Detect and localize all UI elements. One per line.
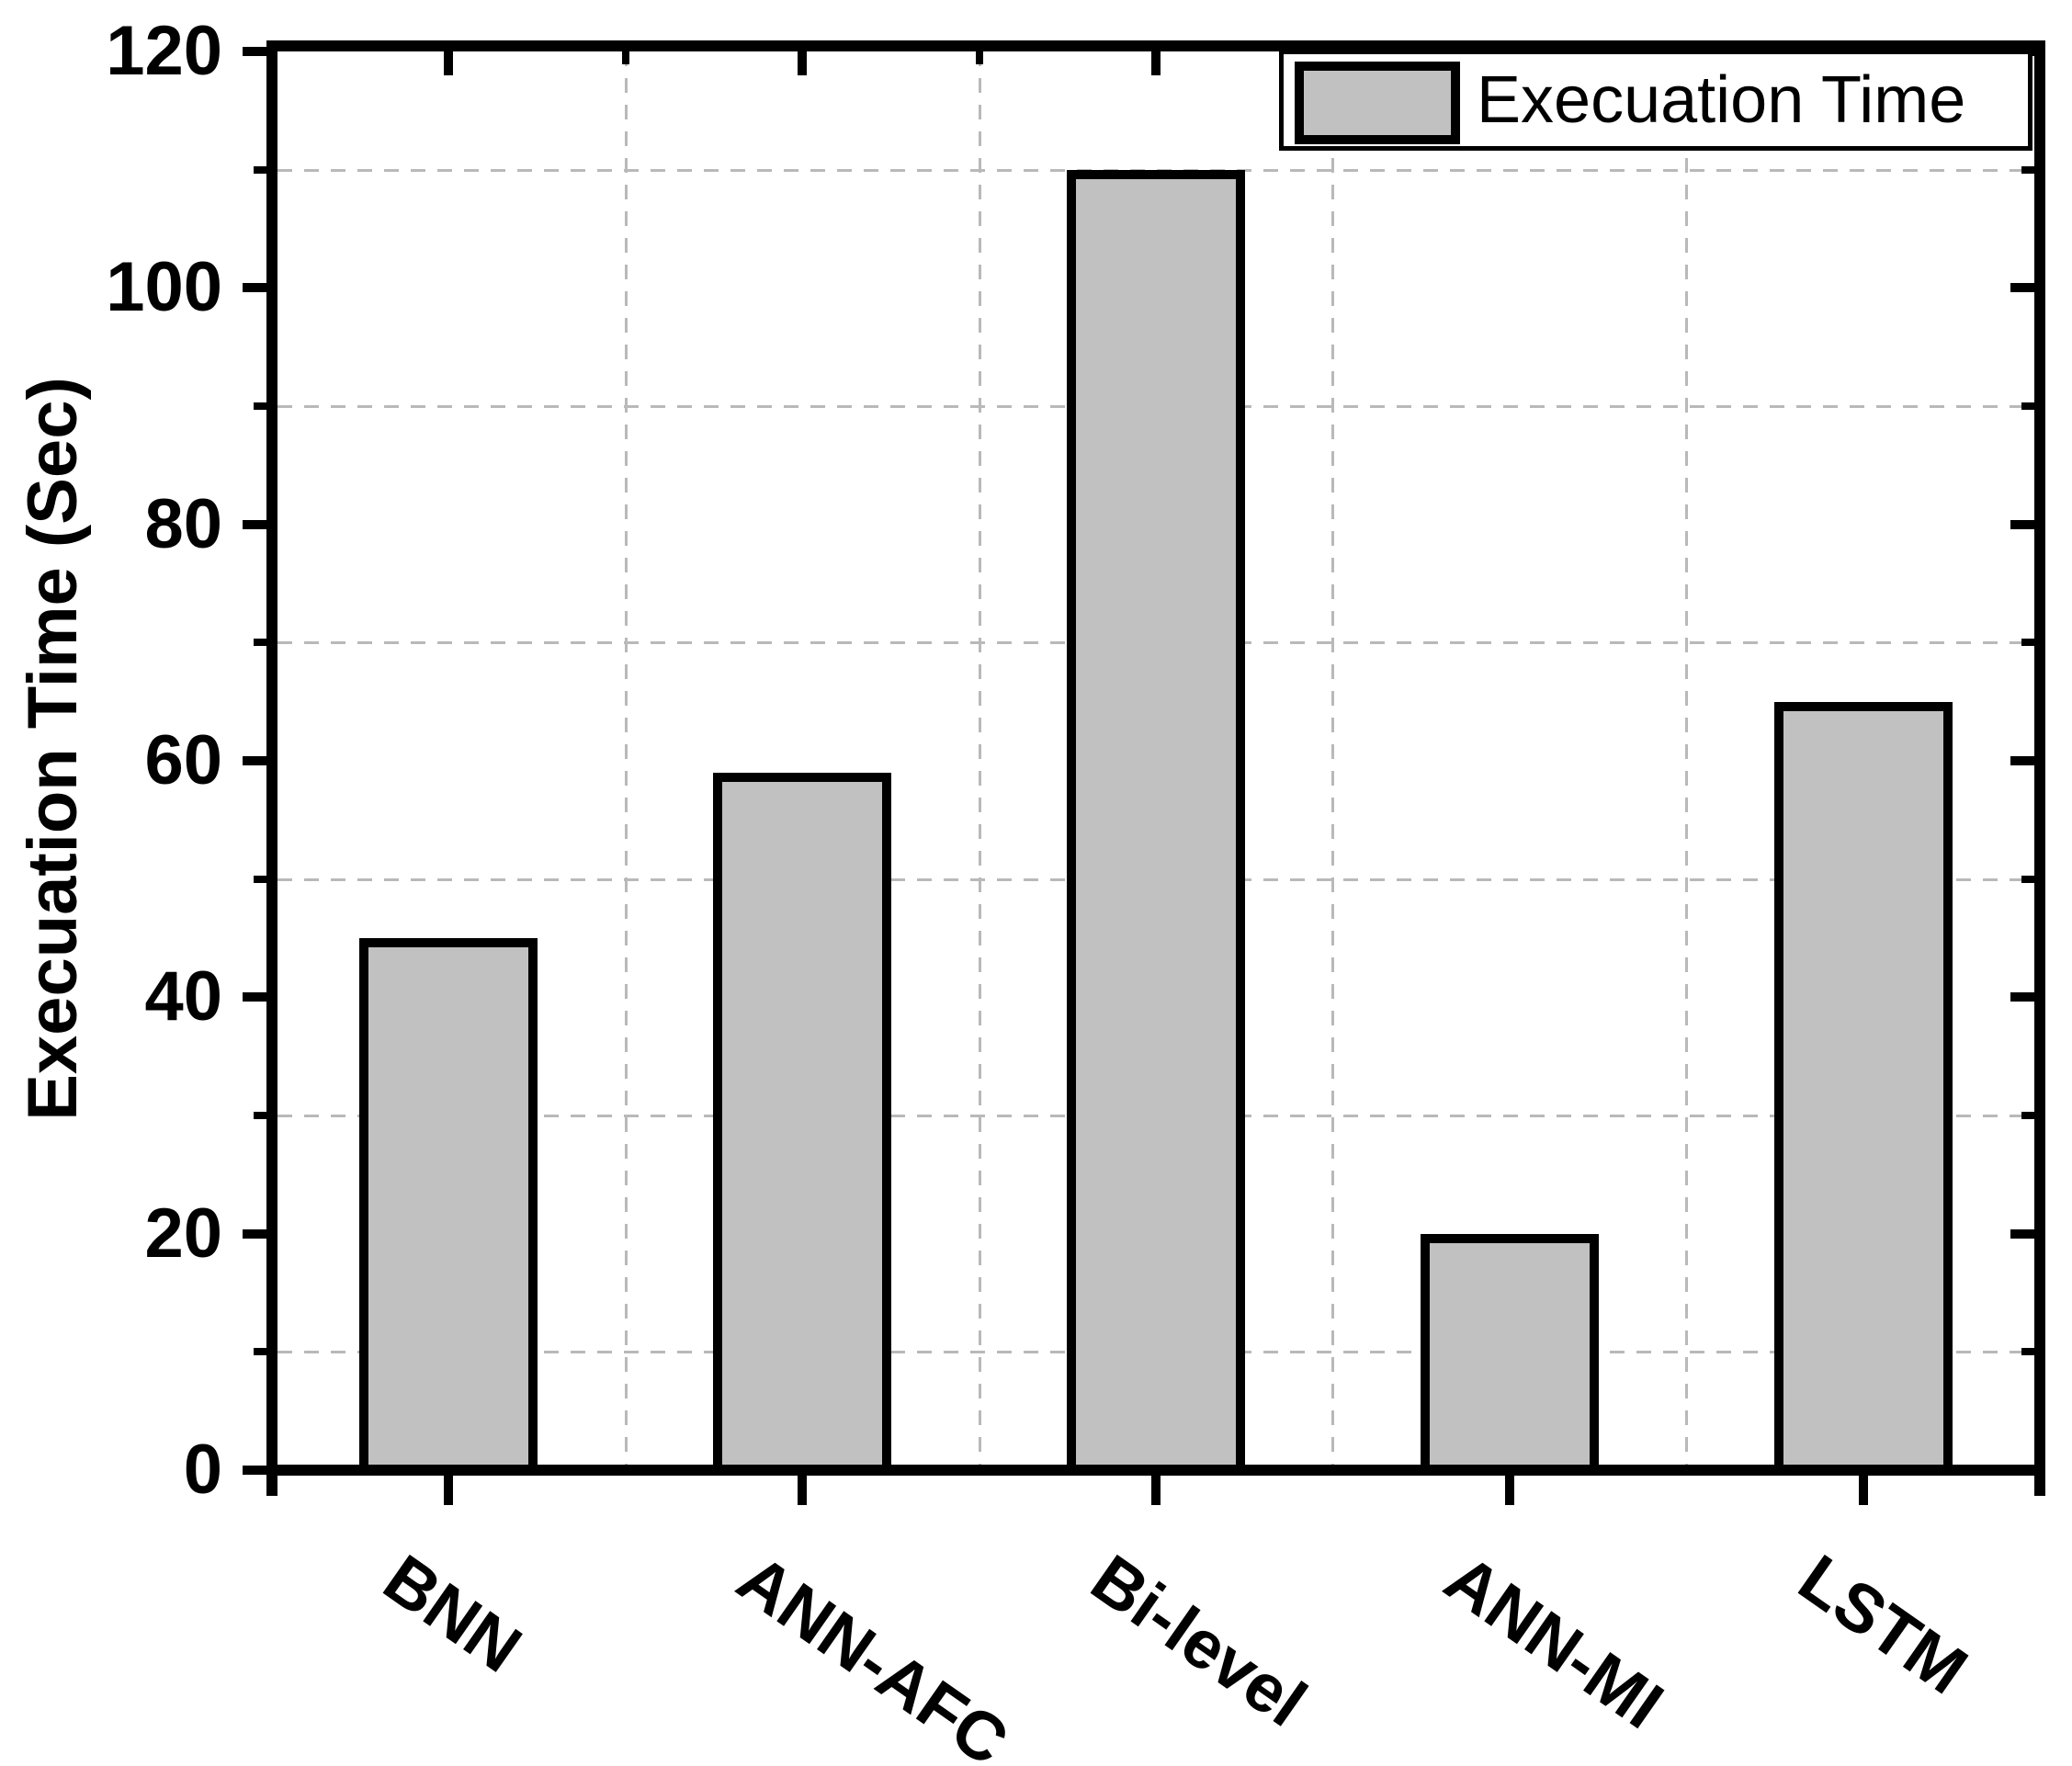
x-major-tick-top [444, 51, 454, 75]
x-tick-label-bi-level: Bi-level [1078, 1539, 1320, 1741]
legend-label: Execuation Time [1477, 63, 1966, 137]
gridline-vertical [978, 51, 981, 1470]
y-tick-label: 60 [144, 721, 222, 799]
bar-bnn [359, 938, 538, 1476]
x-major-tick-bottom [1151, 1476, 1161, 1505]
y-minor-tick-left [254, 1348, 266, 1356]
x-major-tick-bottom [444, 1476, 454, 1505]
y-major-tick-left [243, 1466, 266, 1475]
x-tick-label-ann-afc: ANN-AFC [724, 1539, 1023, 1766]
y-minor-tick-right [2021, 1112, 2034, 1119]
y-minor-tick-left [254, 165, 266, 174]
y-major-tick-right [2010, 1228, 2034, 1239]
axis-end-stub [266, 1476, 277, 1496]
y-minor-tick-left [254, 875, 266, 883]
gridline-vertical [624, 51, 628, 1470]
gridline-vertical [1331, 51, 1335, 1470]
y-minor-tick-right [2021, 165, 2034, 174]
x-tick-label-ann-mi: ANN-MI [1432, 1539, 1677, 1744]
bar-ann-afc [713, 772, 892, 1476]
x-minor-tick-top [975, 51, 983, 64]
y-major-tick-left [243, 992, 266, 1002]
y-major-tick-right [2010, 519, 2034, 529]
y-major-tick-right [2010, 283, 2034, 293]
legend-swatch [1295, 62, 1460, 144]
bar-lstm [1773, 701, 1953, 1476]
y-minor-tick-right [2021, 875, 2034, 883]
y-major-tick-left [243, 756, 266, 765]
y-minor-tick-left [254, 639, 266, 647]
y-tick-label: 100 [106, 248, 222, 327]
y-axis-title: Execuation Time (Sec) [14, 377, 92, 1121]
y-major-tick-right [2010, 1466, 2034, 1475]
y-minor-tick-right [2021, 1348, 2034, 1356]
y-tick-label: 40 [144, 957, 222, 1036]
y-minor-tick-right [2021, 639, 2034, 647]
bar-ann-mi [1420, 1233, 1599, 1476]
y-major-tick-left [243, 283, 266, 293]
y-minor-tick-left [254, 1112, 266, 1119]
y-tick-label: 0 [183, 1431, 222, 1509]
y-tick-label: 80 [144, 484, 222, 563]
y-minor-tick-left [254, 402, 266, 410]
x-major-tick-top [798, 51, 808, 75]
y-major-tick-right [2010, 756, 2034, 765]
x-major-tick-bottom [1504, 1476, 1514, 1505]
y-major-tick-left [243, 47, 266, 56]
x-minor-tick-top [621, 51, 629, 64]
axis-end-stub [2034, 1476, 2045, 1496]
y-major-tick-left [243, 519, 266, 529]
y-major-tick-left [243, 1228, 266, 1239]
x-major-tick-top [1151, 51, 1161, 75]
y-major-tick-right [2010, 992, 2034, 1002]
x-major-tick-bottom [798, 1476, 808, 1505]
x-tick-label-bnn: BNN [370, 1539, 536, 1687]
bar-bi-level [1067, 169, 1245, 1476]
y-tick-label: 20 [144, 1194, 222, 1273]
y-tick-label: 120 [106, 12, 222, 90]
x-major-tick-bottom [1858, 1476, 1868, 1505]
y-minor-tick-right [2021, 402, 2034, 410]
gridline-vertical [1685, 51, 1689, 1470]
legend-box: Execuation Time [1279, 50, 2032, 151]
x-tick-label-lstm: LSTM [1784, 1539, 1981, 1709]
